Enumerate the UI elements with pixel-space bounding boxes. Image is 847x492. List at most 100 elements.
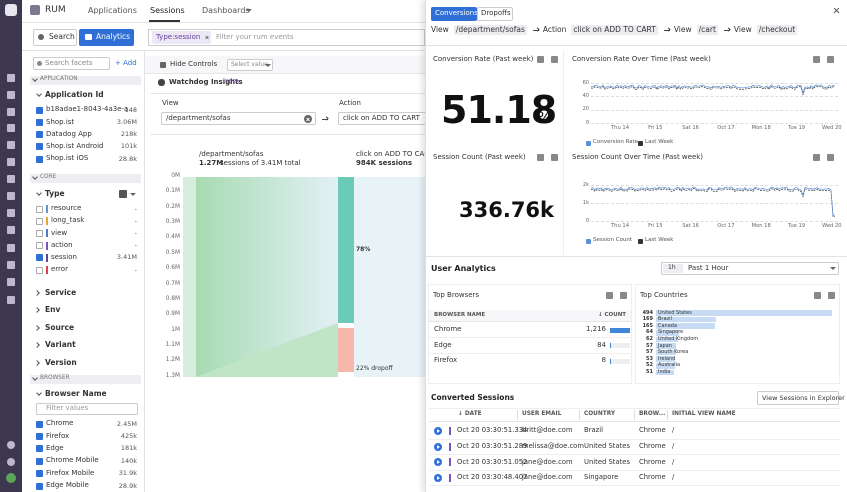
analytics-button[interactable] bbox=[79, 29, 134, 46]
select-value[interactable] bbox=[227, 59, 273, 71]
facet-search[interactable] bbox=[33, 57, 110, 70]
tab[interactable]: Conversions bbox=[435, 9, 478, 18]
nav-tab[interactable]: Sessions bbox=[150, 5, 185, 15]
tab-dropoffs[interactable] bbox=[477, 7, 513, 21]
facet-value[interactable]: view bbox=[51, 228, 68, 237]
facet-value[interactable]: Shop.ist iOS bbox=[46, 154, 89, 163]
column-header[interactable]: INITIAL VIEW NAME bbox=[672, 411, 736, 418]
facet-name[interactable]: Variant bbox=[45, 339, 76, 349]
range-label: Past 1 Hour bbox=[688, 263, 729, 272]
facet-name[interactable]: Env bbox=[45, 304, 61, 314]
table-cell[interactable]: Oct 20 03:30:51.052 bbox=[457, 457, 528, 466]
divider bbox=[425, 45, 847, 46]
column-header[interactable]: USER EMAIL bbox=[522, 411, 562, 418]
search-button-label[interactable]: Search bbox=[49, 32, 75, 42]
facet-value[interactable]: Firefox Mobile bbox=[46, 468, 95, 477]
facet-value[interactable]: long_task bbox=[51, 216, 85, 225]
facet-value[interactable]: Firefox bbox=[46, 431, 70, 440]
country-name: Brazil bbox=[658, 316, 672, 323]
view-input[interactable] bbox=[161, 112, 316, 125]
checkbox[interactable] bbox=[36, 131, 43, 139]
icon bbox=[813, 56, 820, 63]
checkbox[interactable] bbox=[36, 217, 43, 225]
caret bbox=[265, 64, 271, 67]
column-header[interactable]: BROW... bbox=[639, 411, 666, 418]
country-name: India bbox=[658, 369, 671, 375]
facet-count: - bbox=[134, 216, 137, 225]
divider bbox=[150, 93, 425, 94]
facet-value[interactable]: Edge Mobile bbox=[46, 481, 89, 490]
facet-value[interactable]: b18adae1-8043-4a3e-a... bbox=[46, 105, 135, 114]
x-tick-label: Fri 15 bbox=[648, 125, 663, 132]
facet-name[interactable]: Source bbox=[45, 322, 75, 332]
hide-controls[interactable]: Hide Controls bbox=[170, 60, 218, 69]
checkbox[interactable] bbox=[36, 106, 43, 114]
tab[interactable]: Dropoffs bbox=[481, 9, 511, 18]
explorer-button[interactable] bbox=[757, 391, 839, 405]
facet-value[interactable]: Edge bbox=[46, 444, 64, 453]
facet-name[interactable]: Browser Name bbox=[45, 388, 107, 398]
x-tick-label: Wed 20 bbox=[822, 125, 842, 132]
checkbox[interactable] bbox=[36, 420, 43, 428]
table-cell: United States bbox=[584, 441, 631, 450]
table-cell[interactable]: Oct 20 03:30:48.407 bbox=[457, 473, 528, 482]
country-count: 165 bbox=[642, 322, 653, 329]
section-header: BROWSER bbox=[40, 375, 70, 382]
table-cell[interactable]: Oct 20 03:30:51.289 bbox=[457, 441, 528, 450]
facet-name[interactable]: Application Id bbox=[45, 89, 104, 99]
checkbox[interactable] bbox=[36, 254, 43, 262]
search-button[interactable] bbox=[33, 29, 77, 46]
facet-value[interactable]: resource bbox=[51, 204, 82, 213]
checkbox[interactable] bbox=[36, 143, 43, 151]
checkbox[interactable] bbox=[36, 205, 43, 213]
path-kind: View bbox=[733, 24, 752, 34]
checkbox[interactable] bbox=[36, 118, 43, 126]
checkbox[interactable] bbox=[36, 470, 43, 478]
facet-value[interactable]: Shop.ist Android bbox=[46, 142, 104, 151]
watchdog-insights[interactable]: Watchdog Insights bbox=[169, 78, 243, 87]
icon bbox=[537, 56, 544, 63]
facet-value[interactable]: error bbox=[51, 265, 68, 274]
icon bbox=[38, 34, 44, 40]
column-header[interactable]: COUNTRY bbox=[584, 411, 616, 418]
chevron bbox=[34, 290, 40, 296]
nav-tab[interactable]: Applications bbox=[88, 5, 137, 15]
facet-value[interactable]: Chrome Mobile bbox=[46, 456, 99, 465]
checkbox[interactable] bbox=[36, 432, 43, 440]
tab-conversions[interactable] bbox=[431, 7, 477, 21]
query-bar[interactable] bbox=[148, 29, 425, 46]
checkbox[interactable] bbox=[36, 457, 43, 465]
play-icon bbox=[437, 444, 440, 449]
facet-name[interactable]: Service bbox=[45, 287, 77, 297]
facet-name[interactable]: Type bbox=[45, 188, 65, 198]
facet-value[interactable]: session bbox=[51, 253, 77, 262]
facet-name[interactable]: Version bbox=[45, 357, 77, 367]
step-bar bbox=[338, 177, 354, 323]
nav-tab[interactable]: Dashboards bbox=[202, 5, 250, 15]
icon bbox=[586, 140, 591, 146]
table-cell[interactable]: Oct 20 03:30:51.334 bbox=[457, 426, 528, 435]
facet-value[interactable]: Datadog App bbox=[46, 129, 92, 138]
explorer-button-label[interactable]: View Sessions in Explorer bbox=[762, 393, 845, 402]
facet-value[interactable]: Shop.ist bbox=[46, 117, 75, 126]
column-header[interactable]: ↓ COUNT bbox=[598, 312, 627, 319]
legend-label: Last Week bbox=[645, 237, 674, 244]
checkbox[interactable] bbox=[36, 266, 43, 274]
facet-count: 28.8k bbox=[118, 154, 137, 163]
checkbox[interactable] bbox=[36, 155, 43, 163]
column-header[interactable]: ↓ DATE bbox=[458, 411, 482, 418]
add-facet[interactable]: + Add bbox=[115, 58, 137, 67]
analytics-button-label[interactable]: Analytics bbox=[96, 32, 131, 42]
checkbox[interactable] bbox=[36, 445, 43, 453]
icon bbox=[7, 124, 15, 132]
filter-values[interactable] bbox=[36, 403, 138, 415]
checkbox[interactable] bbox=[36, 242, 43, 250]
facet-value[interactable]: Chrome bbox=[46, 419, 74, 428]
grid-line bbox=[591, 96, 838, 98]
facet-value[interactable]: action bbox=[51, 240, 73, 249]
range-picker[interactable] bbox=[661, 262, 839, 275]
conversion-pct: 78% bbox=[356, 245, 371, 253]
checkbox[interactable] bbox=[36, 482, 43, 490]
checkbox[interactable] bbox=[36, 229, 43, 237]
bar bbox=[656, 330, 679, 336]
